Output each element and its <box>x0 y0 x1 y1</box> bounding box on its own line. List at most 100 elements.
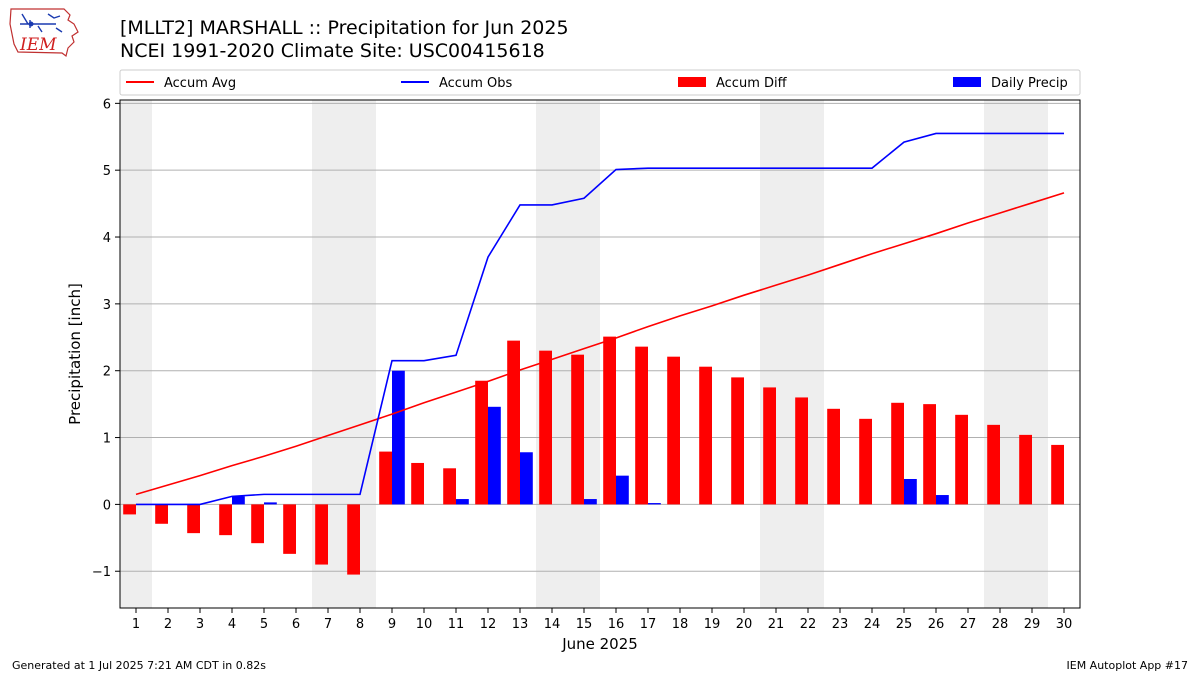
x-tick-label: 29 <box>1024 617 1041 632</box>
logo-text: IEM <box>19 35 57 55</box>
x-tick-label: 28 <box>992 617 1009 632</box>
chart-title-line-2: NCEI 1991-2020 Climate Site: USC00415618 <box>120 40 545 62</box>
accum-diff-bar <box>667 356 680 505</box>
x-tick-label: 23 <box>832 617 849 632</box>
accum-diff-bar <box>571 354 584 505</box>
plot-frame <box>119 99 1081 609</box>
x-tick-label: 18 <box>672 617 689 632</box>
legend: Accum Avg Accum Obs Accum Diff Daily Precip <box>119 69 1081 96</box>
x-axis-label: June 2025 <box>561 635 638 653</box>
y-tick-label: 4 <box>103 231 111 246</box>
daily-precip-bar <box>520 452 533 505</box>
y-axis-label: Precipitation [inch] <box>66 283 84 425</box>
x-tick-label: 1 <box>132 617 140 632</box>
accum-diff-bar <box>123 504 136 515</box>
x-tick-label: 20 <box>736 617 753 632</box>
iowa-outline-icon <box>9 8 79 58</box>
accum-avg-line <box>135 192 1065 496</box>
accum-diff-bar <box>443 468 456 505</box>
accum-diff-bar <box>1051 444 1064 505</box>
x-tick-label: 27 <box>960 617 977 632</box>
x-tick-label: 24 <box>864 617 881 632</box>
accum-diff-legend-swatch <box>678 77 706 87</box>
daily-precip-bar <box>648 503 661 505</box>
x-tick-label: 11 <box>448 617 465 632</box>
weekend-shade-4 <box>760 100 824 608</box>
accum-diff-bar <box>859 418 872 505</box>
accum-diff-bar <box>251 504 264 544</box>
weekend-shade-5 <box>984 100 1048 608</box>
weekend-shade-1 <box>120 100 152 608</box>
accum-diff-bar <box>347 504 360 575</box>
y-tick-label: 3 <box>103 298 111 313</box>
accum-obs-legend-label: Accum Obs <box>439 76 512 91</box>
x-tick-label: 14 <box>544 617 561 632</box>
accum-diff-bar <box>923 404 936 505</box>
x-tick-label: 8 <box>356 617 364 632</box>
daily-precip-bar <box>616 475 629 505</box>
accum-diff-bar <box>507 340 520 505</box>
daily-precip-bar <box>584 499 597 505</box>
x-tick-label: 26 <box>928 617 945 632</box>
accum-diff-bar <box>763 387 776 505</box>
daily-precip-bar <box>488 406 501 505</box>
y-tick-label: −1 <box>92 565 111 580</box>
x-tick-label: 10 <box>416 617 433 632</box>
accum-diff-bar <box>795 397 808 505</box>
x-tick-label: 19 <box>704 617 721 632</box>
footer-app-text: IEM Autoplot App #17 <box>1066 659 1189 672</box>
y-tick-label: 6 <box>103 97 111 112</box>
grid-lines <box>120 102 1080 572</box>
chart-title-line-1: [MLLT2] MARSHALL :: Precipitation for Ju… <box>120 17 569 39</box>
bars <box>123 336 1064 575</box>
daily-precip-bar <box>456 499 469 505</box>
accum-diff-bar <box>1019 434 1032 505</box>
daily-precip-legend-swatch <box>953 77 981 87</box>
y-tick-label: 5 <box>103 164 111 179</box>
x-tick-label: 12 <box>480 617 497 632</box>
daily-precip-legend-label: Daily Precip <box>991 76 1068 91</box>
x-tick-label: 21 <box>768 617 785 632</box>
daily-precip-bar <box>232 496 245 505</box>
weather-dot-icon <box>28 21 34 27</box>
daily-precip-bar <box>904 478 917 505</box>
x-tick-label: 9 <box>388 617 396 632</box>
accum-obs-line <box>136 132 1064 506</box>
x-tick-label: 3 <box>196 617 204 632</box>
accum-diff-bar <box>219 504 232 536</box>
accum-diff-bar <box>187 504 200 534</box>
y-tick-label: 2 <box>103 365 111 380</box>
accum-diff-bar <box>475 380 488 505</box>
accum-diff-bar <box>891 402 904 505</box>
accum-avg-legend-label: Accum Avg <box>164 76 236 91</box>
accum-diff-bar <box>731 377 744 505</box>
x-tick-label: 2 <box>164 617 172 632</box>
accum-diff-bar <box>379 451 392 505</box>
accum-diff-bar <box>155 504 168 524</box>
accum-diff-bar <box>603 336 616 505</box>
daily-precip-bar <box>936 495 949 505</box>
daily-precip-bar <box>264 502 277 505</box>
accum-diff-bar <box>635 346 648 505</box>
x-tick-label: 5 <box>260 617 268 632</box>
x-tick-label: 6 <box>292 617 300 632</box>
x-tick-label: 17 <box>640 617 657 632</box>
lines <box>135 132 1065 506</box>
accum-diff-bar <box>827 408 840 505</box>
x-tick-label: 30 <box>1056 617 1073 632</box>
x-tick-label: 25 <box>896 617 913 632</box>
accum-diff-bar <box>283 504 296 554</box>
accum-diff-bar <box>699 366 712 505</box>
y-tick-label: 1 <box>103 432 111 447</box>
x-tick-label: 15 <box>576 617 593 632</box>
y-tick-label: 0 <box>103 498 111 513</box>
legend-frame <box>119 69 1081 96</box>
x-axis-ticks: 1 2 3 4 5 6 7 8 9 10 11 12 13 14 15 16 17 18 19 20 21 22 23 24 2… <box>132 608 1072 632</box>
x-tick-label: 16 <box>608 617 625 632</box>
iem-logo: IEM <box>9 8 79 58</box>
x-tick-label: 4 <box>228 617 236 632</box>
accum-diff-bar <box>987 424 1000 505</box>
daily-precip-bar <box>392 370 405 505</box>
x-tick-label: 22 <box>800 617 817 632</box>
